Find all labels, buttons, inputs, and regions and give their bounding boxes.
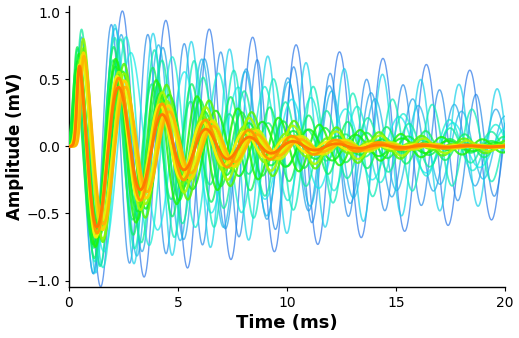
Y-axis label: Amplitude (mV): Amplitude (mV) bbox=[6, 73, 23, 220]
X-axis label: Time (ms): Time (ms) bbox=[236, 314, 338, 333]
